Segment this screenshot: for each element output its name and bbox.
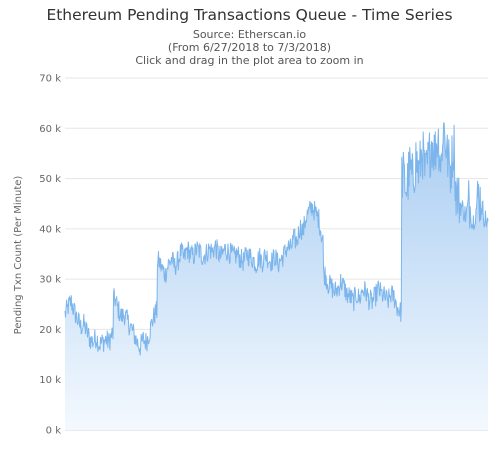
chart-subtitle-source: Source: Etherscan.io: [192, 28, 307, 41]
y-tick-label: 0 k: [46, 426, 62, 437]
y-tick-label: 20 k: [39, 325, 61, 336]
series-area-fill: [65, 123, 488, 430]
chart-subtitle-zoom-hint: Click and drag in the plot area to zoom …: [135, 54, 364, 67]
y-axis-label: Pending Txn Count (Per Minute): [13, 176, 24, 335]
y-tick-label: 30 k: [39, 275, 61, 286]
y-tick-label: 60 k: [39, 124, 61, 135]
y-tick-label: 70 k: [39, 74, 61, 85]
y-axis-ticks: 0 k 10 k 20 k 30 k 40 k 50 k 60 k 70 k: [39, 74, 61, 437]
y-tick-label: 40 k: [39, 224, 61, 235]
chart-title: Ethereum Pending Transactions Queue - Ti…: [46, 6, 453, 24]
series-line[interactable]: [64, 122, 489, 356]
chart-subtitle-range: (From 6/27/2018 to 7/3/2018): [167, 41, 332, 54]
y-tick-label: 50 k: [39, 174, 61, 185]
y-tick-label: 10 k: [39, 375, 61, 386]
